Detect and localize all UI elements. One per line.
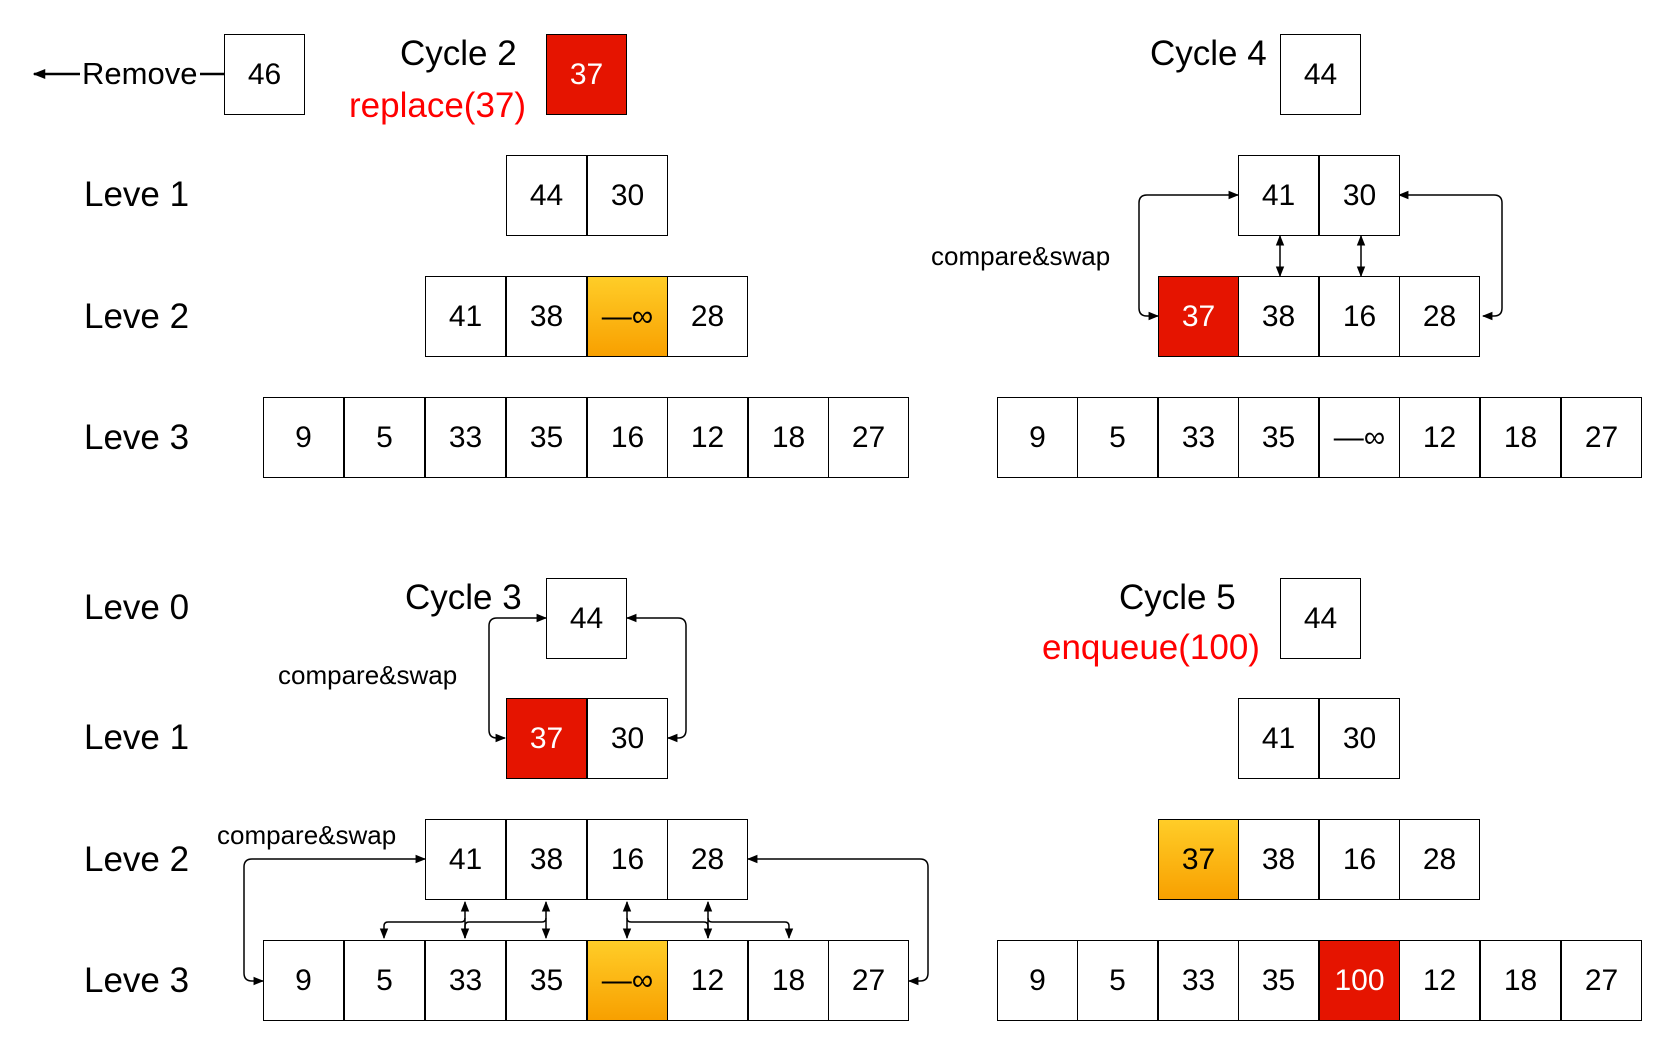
c4-l2-cell: 38	[1238, 276, 1319, 357]
c5-l3-cell: 5	[1077, 940, 1158, 1021]
c4-l3-cell: 18	[1480, 397, 1561, 478]
c2-l3-cell: 12	[667, 397, 748, 478]
c5-l1-cell: 41	[1238, 698, 1319, 779]
c3-l1-cell-swapped: 37	[506, 698, 587, 779]
c3-28-to-18	[707, 917, 794, 940]
cycle2-incoming-cell: 37	[546, 34, 627, 115]
enqueue-op-label: enqueue(100)	[1042, 628, 1260, 667]
c5-l3-cell: 33	[1158, 940, 1239, 1021]
c4-l3-cell: —∞	[1319, 397, 1400, 478]
c4-l2-cell-swapped: 37	[1158, 276, 1239, 357]
c5-l2-cell: 28	[1399, 819, 1480, 900]
c4-l2-cell: 28	[1399, 276, 1480, 357]
c3-l3-cell: 35	[506, 940, 587, 1021]
c3-l3-cell: 12	[667, 940, 748, 1021]
cycle5-title: Cycle 5	[1119, 578, 1236, 617]
c3-l2-cell: 16	[587, 819, 668, 900]
c5-l3-cell: 9	[997, 940, 1078, 1021]
c3-38-to-33	[464, 900, 551, 938]
c2-l2-cell: 28	[667, 276, 748, 357]
c4-l3-cell: 33	[1158, 397, 1239, 478]
cycle2-level3-label: Leve 3	[84, 418, 190, 457]
c5-l3-cell-enqueued: 100	[1319, 940, 1400, 1021]
cycle3-level3-label: Leve 3	[84, 961, 190, 1000]
c3-l3-cell-empty: —∞	[587, 940, 668, 1021]
c2-l3-cell: 33	[425, 397, 506, 478]
c3-l3-cell: 5	[344, 940, 425, 1021]
c2-l3-cell: 18	[748, 397, 829, 478]
c4-compare-swap-label: compare&swap	[931, 241, 1111, 271]
c3-l3-cell: 33	[425, 940, 506, 1021]
c2-l1-cell: 44	[506, 155, 587, 236]
c2-l3-cell: 16	[587, 397, 668, 478]
c2-l3-cell: 5	[344, 397, 425, 478]
c4-l3-cell: 5	[1077, 397, 1158, 478]
c4-l1-cell: 30	[1319, 155, 1400, 236]
cycle3-title: Cycle 3	[405, 578, 522, 617]
cycle2-level1-label: Leve 1	[84, 175, 190, 214]
c5-l3-cell: 12	[1399, 940, 1480, 1021]
c3-l2-cell: 38	[506, 819, 587, 900]
c3-root-cell: 44	[546, 578, 627, 659]
c3-41-to-5	[379, 900, 470, 940]
c3-l2-cell: 28	[667, 819, 748, 900]
c5-l1-cell: 30	[1319, 698, 1400, 779]
c3-compare-swap-label-top: compare&swap	[278, 660, 458, 690]
c4-l3-cell: 35	[1238, 397, 1319, 478]
c2-l2-cell: 41	[425, 276, 506, 357]
c5-root-cell: 44	[1280, 578, 1361, 659]
c5-l3-cell: 27	[1561, 940, 1642, 1021]
c2-l2-cell: 38	[506, 276, 587, 357]
c2-l3-cell: 27	[828, 397, 909, 478]
removed-value-cell: 46	[224, 34, 305, 115]
c5-l3-cell: 18	[1480, 940, 1561, 1021]
c3-l3-cell: 9	[263, 940, 344, 1021]
c3-l3-cell: 27	[828, 940, 909, 1021]
c3-l2-cell: 41	[425, 819, 506, 900]
cycle2-title: Cycle 2	[400, 34, 517, 73]
c4-l3-cell: 27	[1561, 397, 1642, 478]
c2-l3-cell: 9	[263, 397, 344, 478]
c4-root-cell: 44	[1280, 34, 1361, 115]
cycle3-level2-label: Leve 2	[84, 840, 190, 879]
c4-l1-cell: 41	[1238, 155, 1319, 236]
c5-l2-cell: 38	[1238, 819, 1319, 900]
c3-l1-cell: 30	[587, 698, 668, 779]
c4-l3-cell: 9	[997, 397, 1078, 478]
c4-l3-cell: 12	[1399, 397, 1480, 478]
c5-l2-cell-highlight: 37	[1158, 819, 1239, 900]
c3-l3-cell: 18	[748, 940, 829, 1021]
c3-16-to-12	[626, 917, 713, 940]
c3-compare-swap-label-bottom: compare&swap	[217, 820, 397, 850]
cycle3-level0-label: Leve 0	[84, 588, 190, 627]
remove-label: Remove	[82, 56, 198, 91]
cycle4-title: Cycle 4	[1150, 34, 1267, 73]
c2-l3-cell: 35	[506, 397, 587, 478]
replace-op-label: replace(37)	[349, 86, 527, 125]
c5-l3-cell: 35	[1238, 940, 1319, 1021]
c5-l2-cell: 16	[1319, 819, 1400, 900]
cycle2-level2-label: Leve 2	[84, 297, 190, 336]
cycle3-level1-label: Leve 1	[84, 718, 190, 757]
c2-l2-cell-empty: —∞	[587, 276, 668, 357]
c2-l1-cell: 30	[587, 155, 668, 236]
c4-l2-cell: 16	[1319, 276, 1400, 357]
